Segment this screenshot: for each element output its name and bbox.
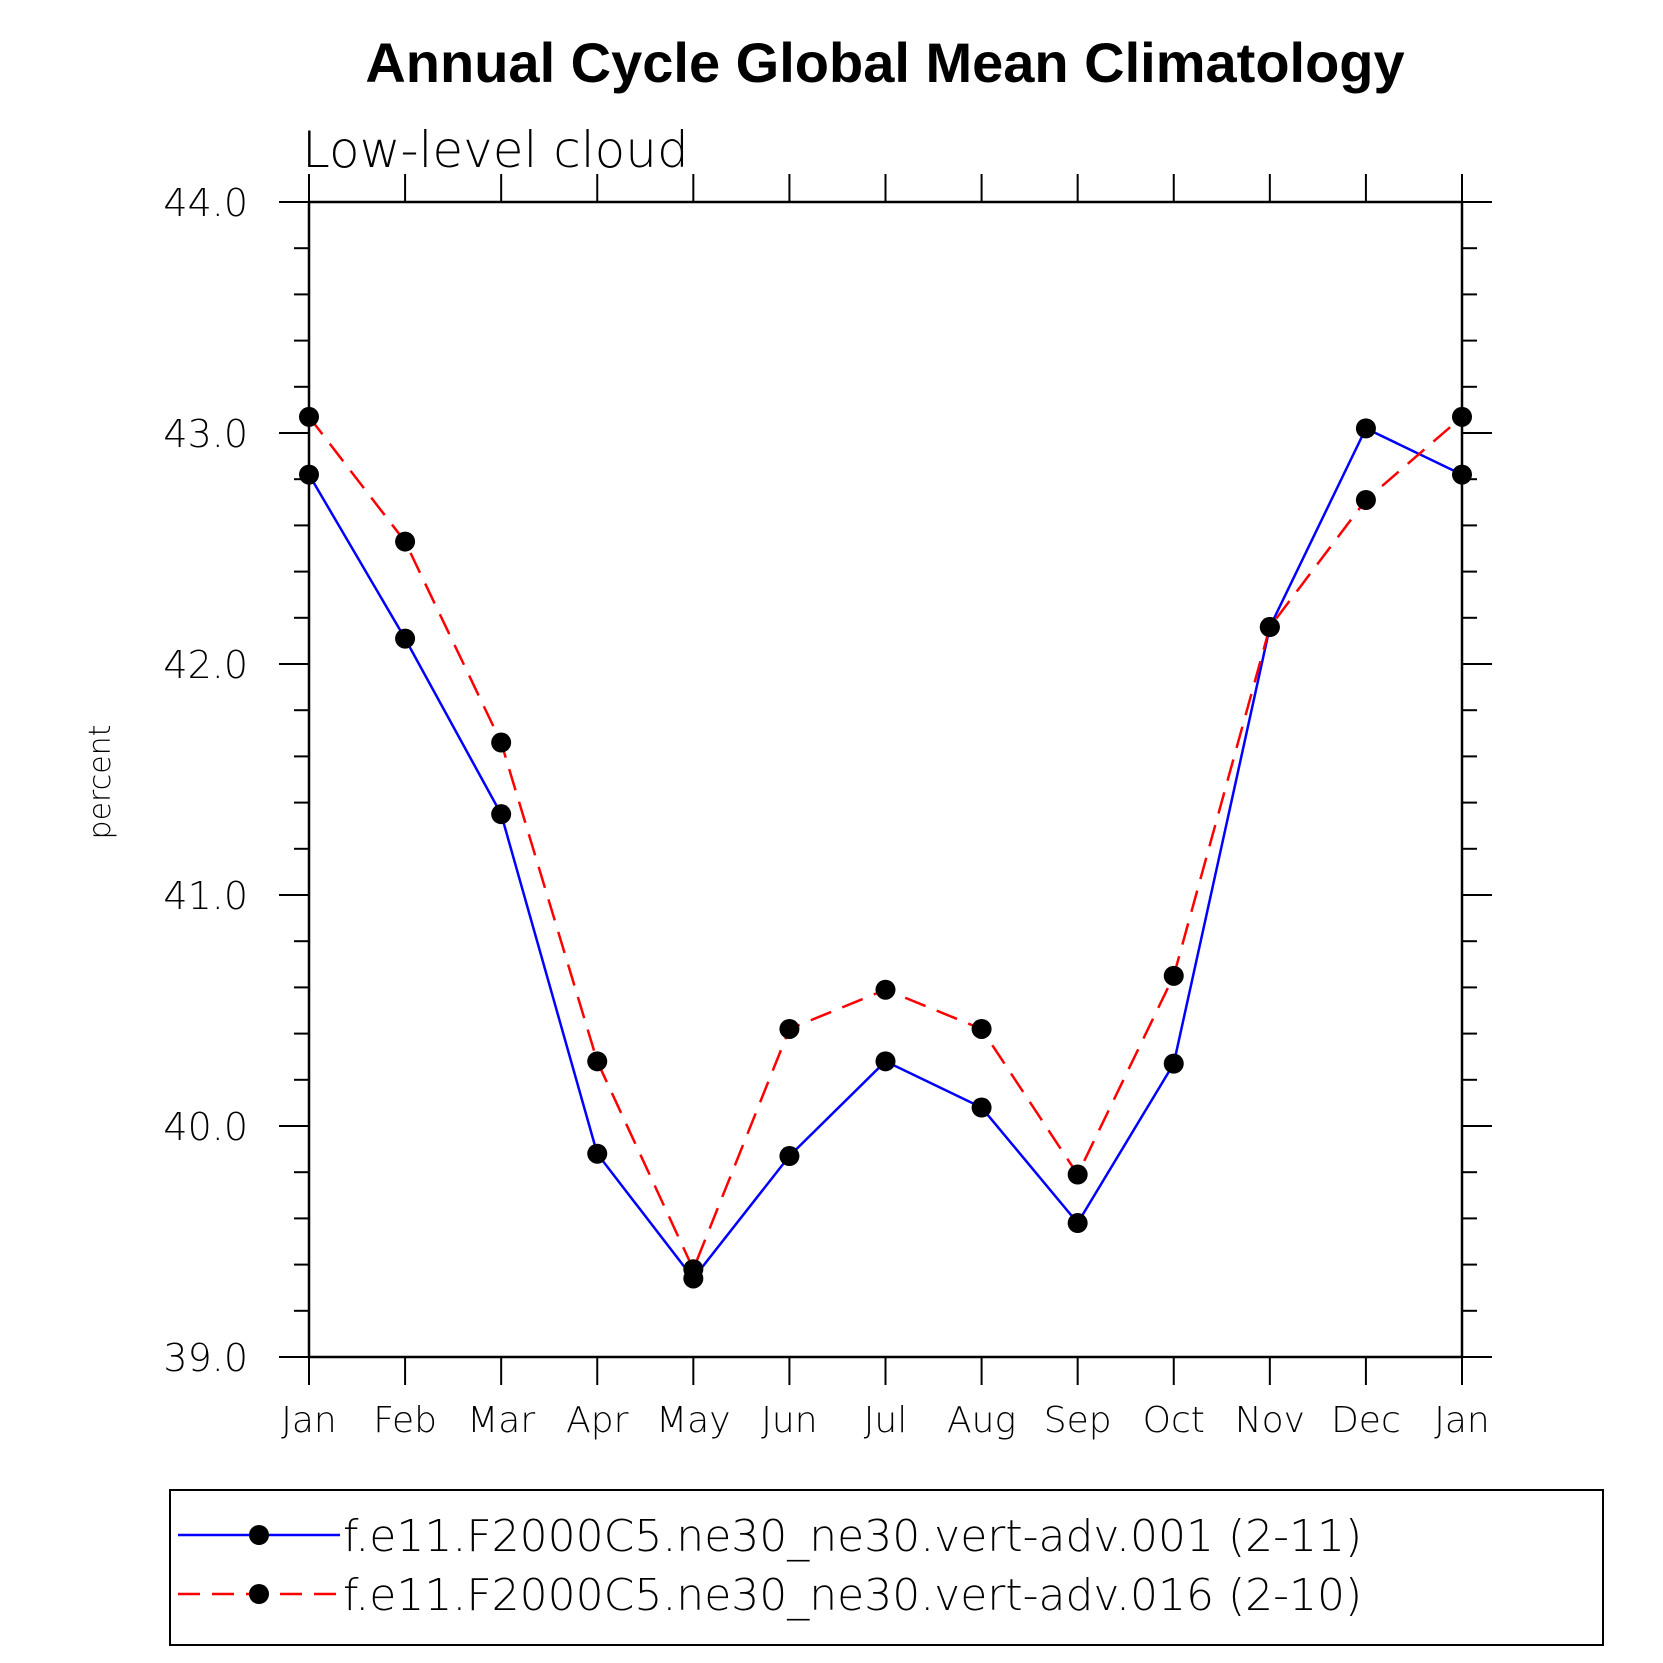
data-point-series-2: [1163, 965, 1184, 986]
data-point-series-2: [779, 1018, 800, 1039]
chart-title: Annual Cycle Global Mean Climatology: [365, 31, 1404, 94]
series-line-2: [308, 415, 1463, 1273]
y-tick-label: 43.0: [163, 412, 248, 456]
x-tick-label: Aug: [947, 1400, 1016, 1441]
data-point-series-2: [587, 1051, 608, 1072]
data-point-series-2: [1067, 1164, 1088, 1185]
data-point-series-2: [683, 1259, 704, 1280]
legend-box: [169, 1489, 1604, 1646]
x-tick-label: Apr: [566, 1400, 628, 1441]
data-point-series-1: [971, 1097, 992, 1118]
x-tick-label: Oct: [1143, 1400, 1205, 1441]
x-tick-label: Jul: [864, 1400, 907, 1441]
x-tick-label: Mar: [467, 1400, 535, 1441]
data-point-series-1: [491, 804, 512, 825]
legend-marker: [249, 1584, 269, 1604]
series-line-1: [307, 426, 1463, 1281]
y-tick-label: 41.0: [163, 874, 248, 918]
legend-label: f.e11.F2000C5.ne30_ne30.vert-adv.001 (2-…: [343, 1511, 1362, 1562]
y-axis-label: percent: [83, 725, 118, 840]
x-tick-labels: Jan Feb Mar Apr May Jun Jul Aug Sep Oct Nov Dec Jan: [281, 1400, 1490, 1441]
x-tick-label: May: [656, 1400, 730, 1441]
y-tick-label: 40.0: [163, 1105, 248, 1149]
data-point-series-2: [491, 732, 512, 753]
legend-entries: f.e11.F2000C5.ne30_ne30.vert-adv.001 (2-…: [178, 1511, 1362, 1621]
data-point-series-1: [587, 1143, 608, 1164]
legend-marker: [249, 1525, 269, 1545]
x-tick-label: Nov: [1235, 1400, 1305, 1441]
x-tick-label: Jun: [761, 1400, 817, 1441]
data-point-series-2: [1259, 617, 1280, 638]
x-tick-label: Jan: [1434, 1400, 1490, 1441]
x-tick-label: Sep: [1044, 1400, 1112, 1441]
series-layer: [299, 406, 1472, 1289]
x-tick-label: Jan: [281, 1400, 337, 1441]
x-tick-label: Feb: [373, 1400, 437, 1441]
data-point-series-1: [875, 1051, 896, 1072]
data-point-series-2: [875, 979, 896, 1000]
legend: f.e11.F2000C5.ne30_ne30.vert-adv.001 (2-…: [169, 1489, 1604, 1646]
data-point-series-2: [971, 1018, 992, 1039]
data-point-series-2: [395, 531, 416, 552]
data-point-series-1: [1067, 1213, 1088, 1234]
data-point-series-2: [1355, 489, 1376, 510]
x-tick-label: Dec: [1331, 1400, 1401, 1441]
legend-label: f.e11.F2000C5.ne30_ne30.vert-adv.016 (2-…: [343, 1570, 1362, 1621]
data-point-series-1: [1163, 1053, 1184, 1074]
chart-subtitle: Low-level cloud: [302, 121, 689, 179]
y-tick-labels: 39.0 40.0 41.0 42.0 43.0 44.0: [163, 181, 248, 1380]
data-point-series-1: [1355, 418, 1376, 439]
plot-frame: [307, 200, 1464, 1359]
y-tick-label: 44.0: [163, 181, 248, 225]
y-tick-label: 42.0: [163, 643, 248, 687]
axis-ticks: [279, 174, 1492, 1385]
data-point-series-1: [779, 1146, 800, 1167]
data-point-series-1: [395, 628, 416, 649]
y-tick-label: 39.0: [163, 1336, 248, 1380]
